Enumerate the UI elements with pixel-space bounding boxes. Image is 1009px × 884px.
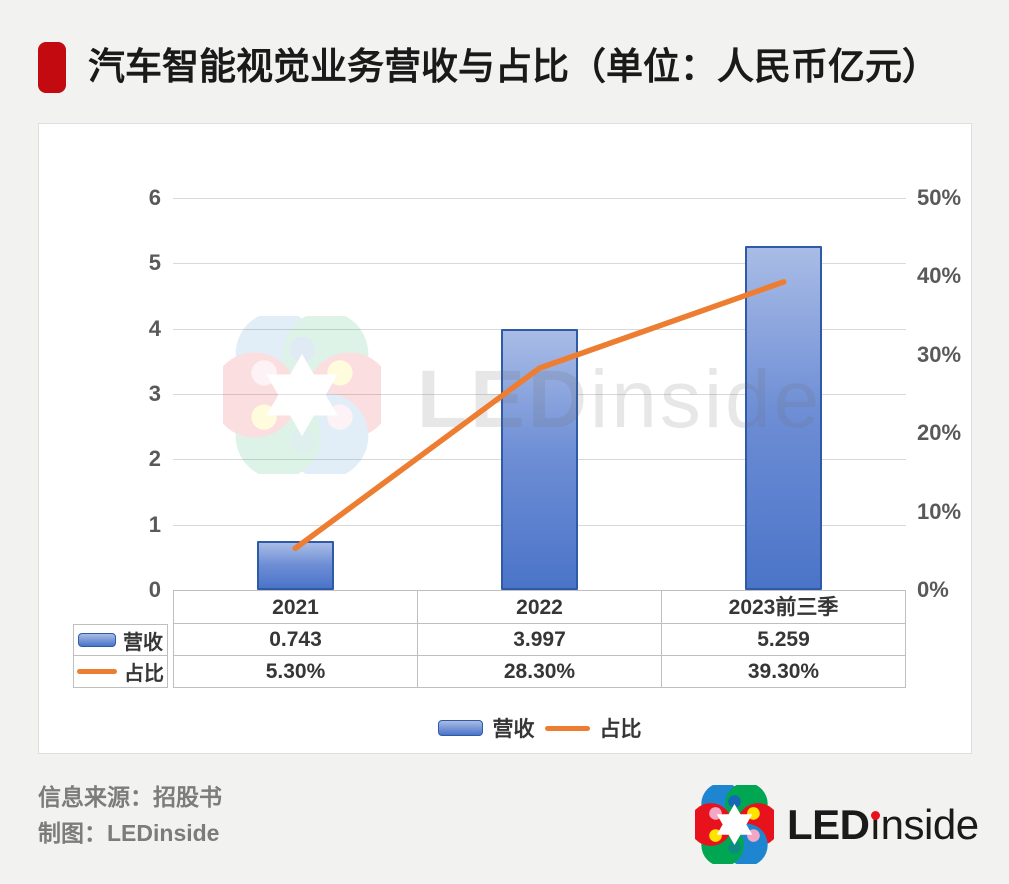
revenue-bar-icon [78,633,116,647]
table-label-revenue: 营收 [73,624,168,656]
table-header-2021: 2021 [272,596,319,619]
revenue-label: 营收 [123,631,163,654]
left-axis-tick: 4 [148,315,161,341]
table-row-pct: 5.30% 28.30% 39.30% [173,656,906,688]
ledinside-flower-icon [689,782,780,867]
pct-line-series [292,279,787,552]
table-header-2022: 2022 [417,591,661,623]
page-title: 汽车智能视觉业务营收与占比（单位：人民币亿元） [88,46,939,87]
ledinside-logo-text: LEDı nside [787,795,979,855]
pct-label: 占比 [124,663,164,685]
logo-text-led: LED [787,801,870,848]
legend-revenue-label: 营收 [492,718,535,741]
revenue-value-2021: 0.743 [269,628,322,651]
left-axis-tick: 1 [148,511,161,537]
watermark-text-bold: LED [417,354,590,445]
revenue-bar-2022 [501,328,578,590]
watermark-flower-icon [211,311,393,479]
pct-line-icon [77,669,117,674]
pct-value-2023q3: 39.30% [661,656,905,687]
legend-revenue-icon [437,720,483,736]
right-axis-tick: 50% [917,185,962,210]
left-axis-tick: 0 [148,577,161,602]
logo-red-dot-icon [870,811,880,820]
right-axis-tick: 20% [917,420,962,446]
table-row-revenue: 0.743 3.997 5.259 [173,624,906,656]
gridline [173,198,906,199]
right-axis-tick: 10% [917,498,962,524]
watermark-text-rest: inside [590,354,823,445]
revenue-bar-2023前三季 [745,246,823,590]
chart-card: 6 5 4 3 2 1 0 50% 40% 30% 20% 10% 0% LEDinside 2021 … [38,123,972,754]
right-axis-tick: 30% [917,341,962,367]
left-axis-tick: 3 [148,381,161,406]
left-axis-tick: 6 [148,185,161,210]
revenue-value-2023q3: 5.259 [661,624,905,655]
revenue-value-2022: 3.997 [417,624,661,655]
legend-pct-label: 占比 [599,718,642,741]
pct-value-2022: 28.30% [417,656,661,687]
logo-text-inside: ı nside [870,801,980,848]
table-label-pct: 占比 [73,655,168,688]
table-header-2023q3: 2023前三季 [661,591,905,623]
credit-line: 制图：LEDinside [38,820,220,846]
chart-legend: 营收 占比 [173,714,906,742]
right-axis-tick: 40% [917,263,962,289]
legend-pct-icon [544,725,590,731]
title-accent-bar [38,42,66,93]
left-axis-tick: 2 [148,446,161,472]
right-axis-tick: 0% [917,577,949,602]
watermark-text: LEDinside [417,352,822,448]
table-header-row: 2021 2022 2023前三季 [173,590,906,624]
source-line: 信息来源：招股书 [38,784,222,810]
gridline [173,263,906,265]
left-axis-tick: 5 [148,250,161,276]
pct-value-2021: 5.30% [265,660,326,683]
logo-i-letter: ı [869,801,882,848]
